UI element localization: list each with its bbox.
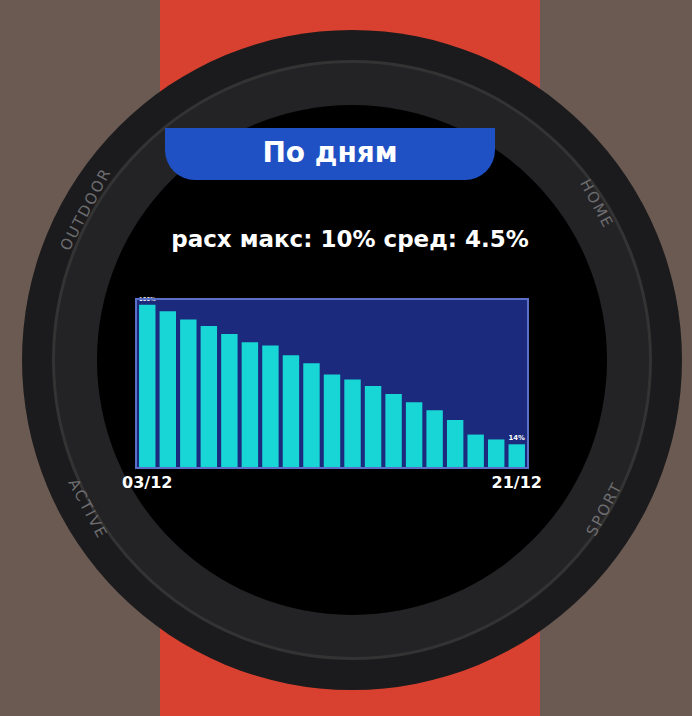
svg-text:03/12: 03/12 <box>122 473 172 492</box>
html-text:HOME: HOME <box>576 176 618 232</box>
html-text:расх макс: 10% сред: 4.5%: расх макс: 10% сред: 4.5% <box>171 226 529 252</box>
svg-text:14%: 14% <box>509 434 526 442</box>
html-text:ACTIVE: ACTIVE <box>64 475 112 543</box>
html-text:OUTDOOR: OUTDOOR <box>56 164 116 254</box>
html-text:По дням: По дням <box>262 136 398 169</box>
html-text:SPORT: SPORT <box>582 478 627 540</box>
svg-text:21/12: 21/12 <box>492 473 542 492</box>
svg-text:100%: 100% <box>139 296 156 302</box>
